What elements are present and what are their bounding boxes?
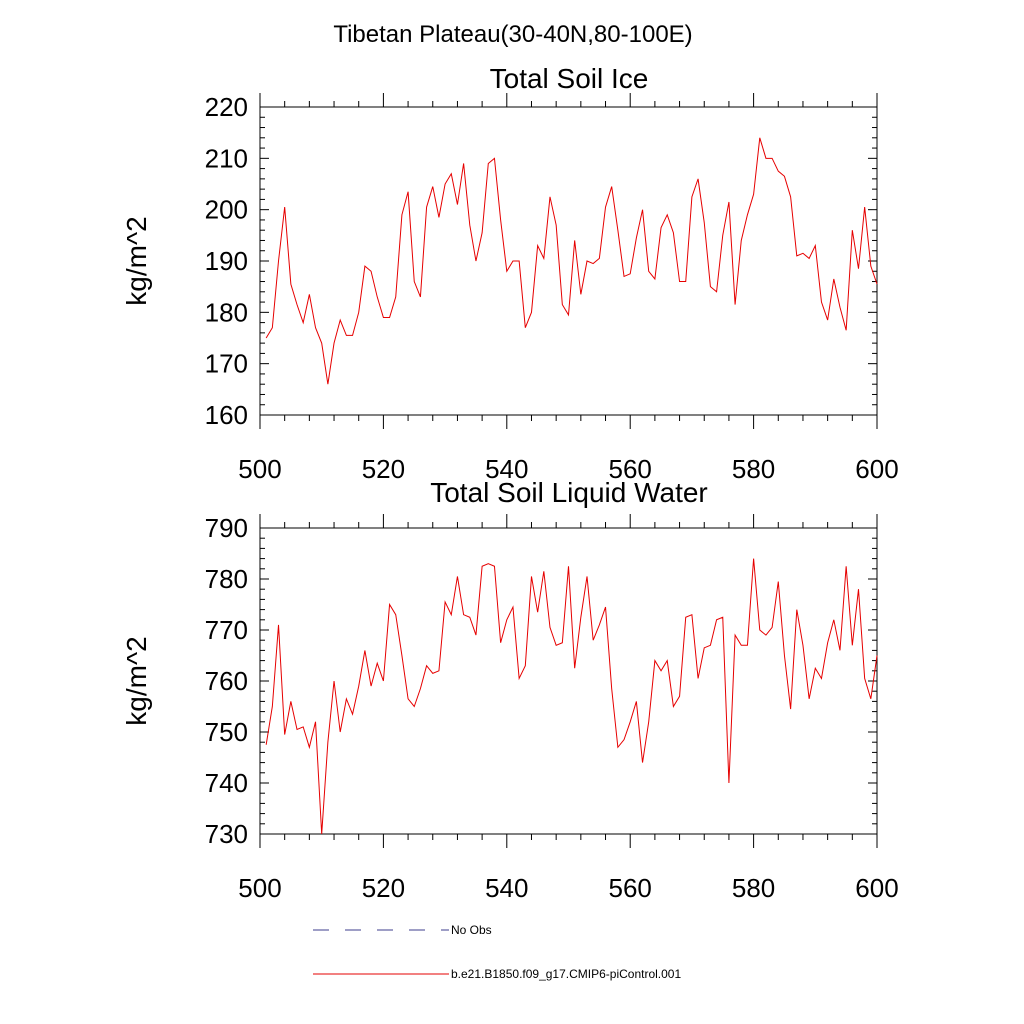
x-tick-label: 520 bbox=[362, 454, 405, 484]
x-tick-label: 560 bbox=[609, 454, 652, 484]
legend-label-no-obs: No Obs bbox=[451, 923, 492, 937]
y-tick-label: 190 bbox=[205, 246, 248, 276]
y-tick-label: 790 bbox=[205, 513, 248, 543]
y-tick-label: 780 bbox=[205, 564, 248, 594]
x-tick-label: 560 bbox=[609, 873, 652, 903]
y-tick-label: 220 bbox=[205, 92, 248, 122]
y-tick-label: 200 bbox=[205, 195, 248, 225]
y-tick-label: 160 bbox=[205, 400, 248, 430]
y-tick-label: 730 bbox=[205, 819, 248, 849]
panel-total-soil-ice: 160 170 180 190 200 210 220 500 520 540 560 580 600 T… bbox=[121, 63, 899, 484]
y-axis-label: kg/m^2 bbox=[121, 216, 152, 305]
x-tick-label: 580 bbox=[732, 454, 775, 484]
plot-frame bbox=[259, 106, 878, 416]
y-tick-label: 770 bbox=[205, 615, 248, 645]
x-tick-label: 500 bbox=[238, 873, 281, 903]
legend: No Obs b.e21.B1850.f09_g17.CMIP6-piContr… bbox=[313, 923, 681, 981]
x-tick-label: 540 bbox=[485, 454, 528, 484]
panel-total-soil-liquid-water: 730 740 750 760 770 780 790 500 520 540 560 580 600 T… bbox=[121, 477, 899, 903]
legend-label-model: b.e21.B1850.f09_g17.CMIP6-piControl.001 bbox=[451, 967, 681, 981]
series-line bbox=[265, 137, 878, 385]
panel-title: Total Soil Liquid Water bbox=[430, 477, 708, 508]
x-tick-label: 600 bbox=[855, 454, 898, 484]
y-tick-label: 750 bbox=[205, 717, 248, 747]
x-tick-label: 580 bbox=[732, 873, 775, 903]
panel-title: Total Soil Ice bbox=[490, 63, 649, 94]
x-tick-label: 600 bbox=[855, 873, 898, 903]
x-tick-label: 520 bbox=[362, 873, 405, 903]
figure-title: Tibetan Plateau(30-40N,80-100E) bbox=[333, 21, 692, 48]
y-tick-label: 760 bbox=[205, 666, 248, 696]
series-line bbox=[265, 558, 878, 835]
y-tick-label: 180 bbox=[205, 297, 248, 327]
x-tick-label: 500 bbox=[238, 454, 281, 484]
y-tick-label: 210 bbox=[205, 143, 248, 173]
y-tick-label: 740 bbox=[205, 768, 248, 798]
y-tick-label: 170 bbox=[205, 349, 248, 379]
x-tick-label: 540 bbox=[485, 873, 528, 903]
y-axis-label: kg/m^2 bbox=[121, 636, 152, 725]
